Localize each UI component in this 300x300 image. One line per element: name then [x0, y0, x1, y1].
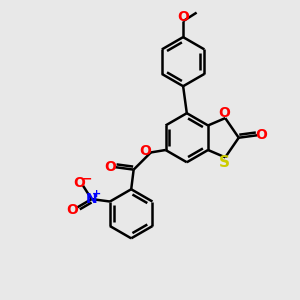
Text: S: S: [218, 155, 230, 170]
Text: +: +: [92, 189, 102, 199]
Text: O: O: [140, 144, 152, 158]
Text: O: O: [104, 160, 116, 174]
Text: O: O: [218, 106, 230, 120]
Text: N: N: [86, 192, 98, 206]
Text: O: O: [256, 128, 268, 142]
Text: O: O: [177, 11, 189, 25]
Text: O: O: [73, 176, 85, 190]
Text: O: O: [66, 203, 78, 217]
Text: −: −: [81, 173, 92, 186]
